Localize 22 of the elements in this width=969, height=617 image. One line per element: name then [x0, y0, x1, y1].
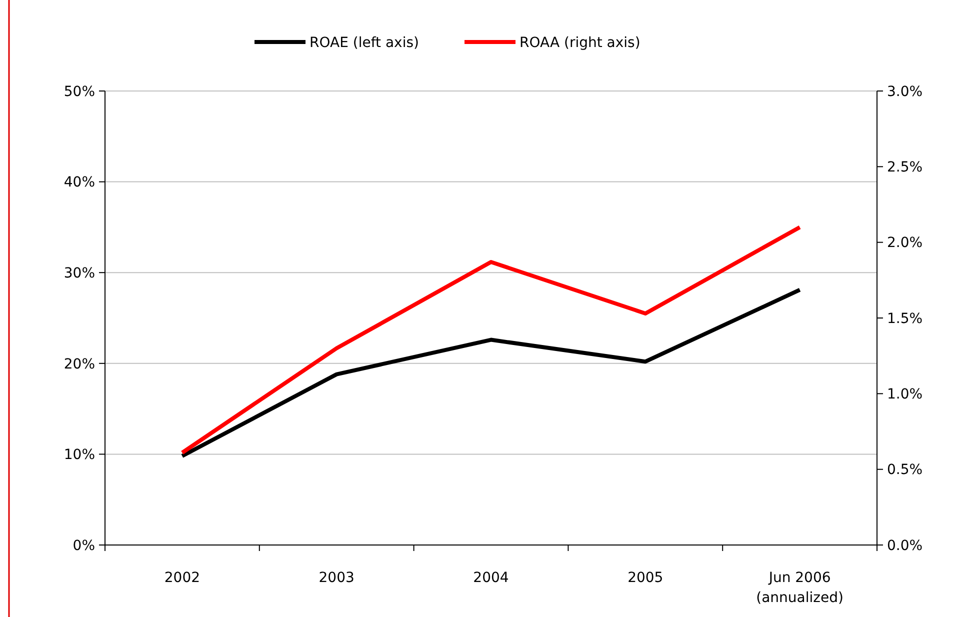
y2-tick-label: 0.0% — [887, 538, 923, 554]
x-tick-label: 2004 — [473, 570, 509, 586]
x-tick-label: 2002 — [164, 570, 200, 586]
x-tick-label: Jun 2006 (annualized) — [756, 570, 844, 606]
y2-tick-label: 0.5% — [887, 462, 923, 478]
y2-tick-label: 2.0% — [887, 235, 923, 252]
y-tick-label: 40% — [64, 174, 95, 191]
line-series — [180, 288, 802, 458]
y-tick-label: 10% — [64, 447, 95, 464]
y-tick-label: 50% — [64, 84, 95, 100]
y-tick-label: 20% — [64, 356, 95, 372]
y2-tick-label: 1.5% — [887, 310, 923, 327]
x-tick-label: 2005 — [628, 570, 664, 586]
y-tick-label: 0% — [72, 538, 95, 554]
y-tick-label: 30% — [64, 266, 95, 282]
legend-label: ROAA (right axis) — [520, 35, 640, 51]
line-series — [180, 225, 802, 455]
x-tick-label: 2003 — [318, 570, 354, 586]
legend-label: ROAE (left axis) — [310, 35, 419, 51]
y2-tick-label: 1.0% — [887, 386, 923, 403]
y2-tick-label: 2.5% — [887, 160, 923, 176]
y2-tick-label: 3.0% — [887, 84, 923, 100]
